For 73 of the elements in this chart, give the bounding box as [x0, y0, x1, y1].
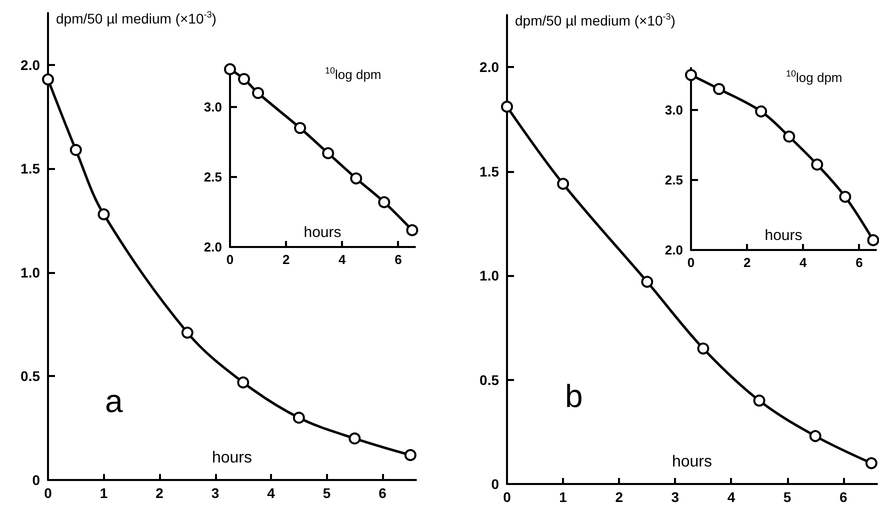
point — [98, 208, 110, 220]
point — [322, 147, 334, 160]
point — [237, 376, 250, 388]
x-tick-label: 2 — [743, 255, 751, 270]
y-tick-label: 2.0 — [204, 240, 222, 254]
x-tick-label: 1 — [559, 489, 568, 505]
y-tick-label: 1.0 — [480, 268, 500, 284]
point — [811, 158, 824, 171]
x-tick-label: 0 — [226, 252, 234, 267]
point — [406, 224, 418, 236]
x-tick-label: 4 — [338, 252, 347, 267]
x-tick-label: 5 — [322, 485, 331, 501]
x-tick-label: 6 — [856, 255, 863, 270]
point — [755, 105, 768, 118]
x-axis-title: hours — [304, 224, 342, 241]
point — [350, 172, 362, 184]
point — [294, 122, 306, 134]
x-tick-label: 3 — [671, 489, 680, 505]
x-tick-label: 6 — [394, 252, 402, 267]
y-tick-label: 2.0 — [20, 56, 40, 73]
point — [348, 432, 361, 444]
point — [809, 430, 822, 442]
point — [867, 234, 879, 246]
x-tick-label: 5 — [783, 489, 792, 505]
y-tick-label: 1.5 — [480, 163, 500, 180]
y-tick-label: 0.5 — [480, 372, 500, 388]
x-tick-label: 4 — [800, 255, 808, 270]
point — [783, 130, 796, 143]
x-tick-label: 0 — [503, 489, 512, 505]
point — [42, 73, 54, 86]
y-tick-label: 2.0 — [480, 59, 500, 76]
x-tick-label: 4 — [727, 489, 736, 505]
point — [238, 73, 250, 85]
point — [713, 83, 726, 95]
x-tick-label: 0 — [44, 485, 52, 501]
point — [697, 342, 710, 355]
point — [252, 87, 264, 99]
y-tick-label: 1.0 — [20, 264, 40, 280]
point — [685, 69, 697, 81]
y-tick-label: 2.5 — [664, 172, 683, 188]
point — [839, 190, 852, 203]
y-tick-label: 0 — [32, 472, 40, 488]
y-tick-label: 3.0 — [204, 100, 222, 114]
x-axis-title: hours — [764, 227, 802, 244]
x-tick-label: 2 — [282, 252, 290, 267]
x-axis-title: hours — [212, 450, 252, 466]
x-axis-title: hours — [672, 454, 712, 470]
point — [70, 144, 82, 156]
y-tick-label: 2.5 — [204, 170, 222, 184]
x-tick-label: 6 — [378, 485, 387, 501]
x-tick-label: 1 — [100, 485, 108, 501]
annotation: b — [565, 378, 583, 414]
point — [378, 196, 390, 208]
point — [224, 63, 236, 76]
point — [501, 100, 513, 113]
x-tick-label: 2 — [156, 485, 164, 501]
x-tick-label: 2 — [615, 489, 624, 505]
y-tick-label: 3.0 — [664, 102, 683, 118]
point — [557, 178, 570, 190]
point — [641, 276, 654, 288]
point — [865, 457, 878, 470]
x-tick-label: 4 — [267, 485, 276, 501]
x-tick-label: 3 — [211, 485, 220, 501]
point — [753, 394, 766, 407]
x-tick-label: 0 — [687, 255, 695, 270]
x-tick-label: 6 — [839, 489, 848, 505]
y-tick-label: 2.0 — [664, 242, 683, 258]
annotation: a — [105, 383, 123, 419]
point — [181, 326, 194, 339]
y-tick-label: 1.5 — [20, 160, 40, 177]
point — [404, 449, 416, 462]
y-tick-label: 0.5 — [20, 368, 40, 384]
point — [292, 412, 305, 424]
